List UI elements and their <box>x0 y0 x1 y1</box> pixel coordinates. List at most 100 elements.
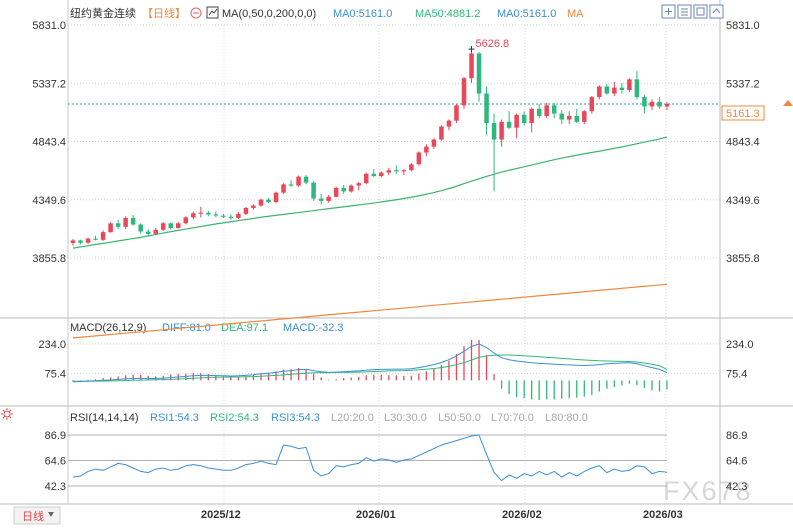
candle-body <box>664 103 670 107</box>
candle-body <box>386 170 392 173</box>
period-button-bg[interactable] <box>13 506 61 525</box>
last-price-tag <box>721 105 765 121</box>
ma-tail-label: MA <box>567 8 584 20</box>
rsi-line <box>72 434 668 482</box>
rsi-title: RSI(14,14,14) <box>70 412 138 424</box>
candle-body <box>491 123 497 140</box>
price-tick-left: 5831.0 <box>32 20 66 32</box>
candle-body <box>521 114 527 124</box>
candle-body <box>484 93 489 124</box>
ma0-value-a: MA0:5161.0 <box>333 8 392 20</box>
candle-body <box>251 205 256 208</box>
candle-body <box>559 113 564 120</box>
macd-tick-right: 75.4 <box>726 369 747 381</box>
indicator-icon <box>206 6 219 19</box>
period-label[interactable]: 【日线】 <box>142 6 186 20</box>
axis-labels: 5831.0 5831.0 5337.2 5337.2 4843.4 4843.4 4349… <box>32 20 793 493</box>
candle-body <box>318 198 324 201</box>
candle-body <box>130 217 136 225</box>
candle-body <box>657 101 662 107</box>
rsi-tick-right: 42.3 <box>726 481 747 493</box>
candle-body <box>326 196 331 201</box>
ma50-line <box>72 136 668 249</box>
candle-body <box>145 231 151 234</box>
candle-body <box>303 176 309 183</box>
dropdown-icon[interactable] <box>48 512 54 517</box>
ma200-series <box>72 283 668 339</box>
macd-tick-right: 234.0 <box>726 339 754 351</box>
candle-body <box>206 212 211 215</box>
settings-icon[interactable] <box>190 7 202 19</box>
collapse-icon[interactable] <box>709 4 724 19</box>
candle-body <box>258 199 264 206</box>
rsi-l30: L30:30.0 <box>384 412 427 424</box>
rsi-l50: L50:50.0 <box>438 412 481 424</box>
candle-body <box>123 217 128 227</box>
price-tick-left: 5337.2 <box>32 78 66 90</box>
period-button[interactable]: 日线 <box>22 509 44 523</box>
candle-body <box>138 224 143 232</box>
candle-body <box>649 101 655 107</box>
x-label-2: 2026/02 <box>502 509 542 521</box>
candle-body <box>627 79 632 90</box>
ma50-series <box>72 136 668 249</box>
rsi3-value: RSI3:54.3 <box>271 412 320 424</box>
rsi-tick-left: 64.6 <box>45 455 66 467</box>
rsi1-value: RSI1:54.3 <box>150 412 199 424</box>
candle-body <box>236 213 241 218</box>
macd-series <box>72 340 668 400</box>
price-tick-right: 5831.0 <box>726 20 760 32</box>
sun-icon[interactable] <box>1 408 13 420</box>
candle-body <box>85 238 91 243</box>
candle-body <box>191 213 196 218</box>
candle-body <box>416 152 422 165</box>
macd-diff-line <box>72 343 668 383</box>
rsi-l70: L70:70.0 <box>491 412 534 424</box>
candle-body <box>160 223 166 230</box>
candle-body <box>168 223 174 229</box>
panel-frames <box>0 0 793 505</box>
candle-body <box>536 108 542 116</box>
candle-body <box>341 187 346 192</box>
crosshair-icon[interactable] <box>661 4 676 19</box>
layout-icon[interactable] <box>677 4 692 19</box>
rsi-l80: L80:80.0 <box>545 412 588 424</box>
candle-body <box>93 238 98 240</box>
price-tick-left: 3855.8 <box>32 253 66 265</box>
candle-body <box>176 223 181 229</box>
ma-params[interactable]: MA(0,50,0,200,0,0) <box>222 8 316 20</box>
rsi-l20: L20:20.0 <box>331 412 374 424</box>
candle-body <box>371 173 377 177</box>
candle-body <box>108 223 113 233</box>
candle-body <box>363 173 369 184</box>
candle-body <box>228 216 234 218</box>
candle-body <box>619 87 625 90</box>
ma200-line <box>72 283 668 339</box>
candle-body <box>183 217 189 224</box>
candle-body <box>446 120 452 127</box>
rsi-tick-right: 86.9 <box>726 430 747 442</box>
price-tick-right: 4843.4 <box>726 137 760 149</box>
ma0-value-b: MA0:5161.0 <box>497 8 556 20</box>
price-tick-left: 4843.4 <box>32 137 66 149</box>
candle-body <box>499 121 504 140</box>
candle-body <box>469 53 474 79</box>
candle-body <box>296 176 301 186</box>
candle-body <box>544 105 549 116</box>
candle-body <box>582 111 587 122</box>
price-tick-right: 4349.6 <box>726 195 760 207</box>
candle-body <box>461 78 467 106</box>
candle-body <box>506 121 512 128</box>
rsi-tick-left: 86.9 <box>45 430 66 442</box>
fullscreen-icon[interactable] <box>693 4 708 19</box>
candle-body <box>597 86 602 98</box>
candle-body <box>476 53 482 94</box>
rsi-tick-left: 42.3 <box>45 481 66 493</box>
grid-lines <box>68 24 720 504</box>
candle-body <box>70 240 76 243</box>
macd-tick-left: 75.4 <box>45 369 66 381</box>
candle-body <box>642 97 647 107</box>
candle-body <box>266 199 271 203</box>
